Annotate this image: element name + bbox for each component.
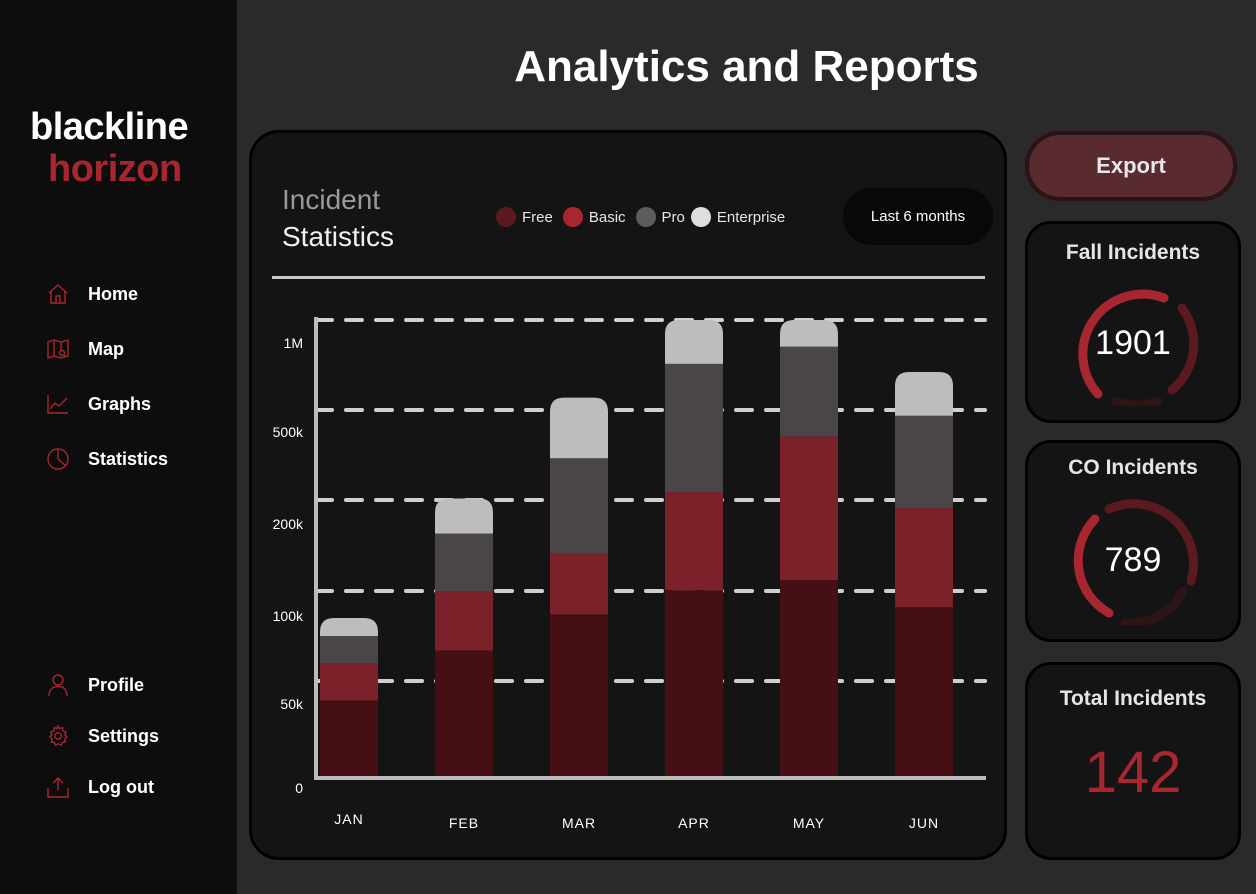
bar-segment-basic-mar <box>550 553 608 615</box>
chart-title-line-2: Statistics <box>282 221 395 252</box>
nav-label-settings: Settings <box>88 725 160 746</box>
bar-segment-pro-jun <box>895 415 953 509</box>
x-tick-label: JAN <box>334 811 363 827</box>
y-tick-label: 200k <box>273 516 304 532</box>
incident-chart-card: Incident Statistics Free Basic Pro Enter… <box>249 130 1007 860</box>
bar-segment-pro-jan <box>320 636 378 663</box>
fall-incidents-title: Fall Incidents <box>1065 241 1201 264</box>
total-incidents-value: 142 <box>1084 740 1182 805</box>
x-tick-label: MAR <box>562 815 596 831</box>
bar-segment-free-may <box>780 580 838 778</box>
bar-segment-enterprise-mar <box>550 397 608 459</box>
co-incidents-ring <box>1073 499 1199 625</box>
legend-swatch-free <box>496 207 516 227</box>
y-tick-label: 0 <box>295 780 303 796</box>
chart-title-line-1: Incident <box>282 184 381 215</box>
pie-chart-icon <box>47 448 69 470</box>
nav-label-graphs: Graphs <box>88 393 152 414</box>
home-icon <box>48 284 68 304</box>
legend-swatch-enterprise <box>690 207 711 227</box>
bar-segment-enterprise-jun <box>895 372 953 416</box>
bar-segment-enterprise-may <box>780 320 838 347</box>
export-button[interactable]: Export <box>1025 131 1237 201</box>
co-incidents-title: CO Incidents <box>1068 456 1198 479</box>
bar-segment-pro-apr <box>665 363 723 493</box>
legend-swatch-basic <box>562 207 583 227</box>
bar-segment-enterprise-feb <box>435 498 493 534</box>
sidebar: blackline horizon Home Map Graphs Statis… <box>0 0 237 894</box>
co-incidents-value: 789 <box>1104 541 1162 579</box>
map-icon <box>47 339 69 359</box>
legend-swatch-pro <box>635 207 656 227</box>
legend-item-free: Free <box>496 207 553 227</box>
bar-segment-free-jan <box>320 700 378 778</box>
nav-item-graphs[interactable]: Graphs <box>46 390 151 418</box>
bar-segment-free-apr <box>665 590 723 778</box>
bar-segment-enterprise-jan <box>320 618 378 636</box>
nav-item-statistics[interactable]: Statistics <box>46 445 168 473</box>
nav-label-statistics: Statistics <box>88 448 169 469</box>
y-tick-label: 500k <box>273 424 304 440</box>
legend-item-pro: Pro <box>635 207 685 227</box>
line-chart-icon <box>47 395 68 414</box>
total-incidents-card: Total Incidents 142 <box>1025 662 1241 860</box>
legend-label-pro: Pro <box>661 208 685 226</box>
brand-line-1: blackline <box>30 106 189 148</box>
brand-logo: blackline horizon <box>30 106 189 190</box>
fall-incidents-ring <box>1078 289 1199 406</box>
nav-label-profile: Profile <box>88 674 145 695</box>
bar-segment-basic-jun <box>895 508 953 608</box>
nav-label-logout: Log out <box>88 776 154 797</box>
date-range-button[interactable]: Last 6 months <box>843 188 993 245</box>
bar-segment-basic-may <box>780 436 838 581</box>
nav-label-home: Home <box>88 283 139 304</box>
nav-item-map[interactable]: Map <box>46 335 124 363</box>
legend-label-basic: Basic <box>588 208 626 226</box>
x-tick-label: APR <box>678 815 710 831</box>
nav-item-home[interactable]: Home <box>46 280 138 308</box>
nav-label-map: Map <box>88 338 124 359</box>
nav-item-settings[interactable]: Settings <box>46 722 159 750</box>
bar-segment-enterprise-apr <box>665 320 723 364</box>
page-title: Analytics and Reports <box>514 42 979 91</box>
bar-segment-basic-feb <box>435 591 493 651</box>
user-icon <box>48 674 68 697</box>
legend-label-enterprise: Enterprise <box>716 208 786 226</box>
bar-segment-pro-mar <box>550 458 608 554</box>
x-tick-label: JUN <box>909 815 939 831</box>
total-incidents-title: Total Incidents <box>1059 687 1207 710</box>
gear-icon <box>48 724 69 747</box>
co-incidents-card: CO Incidents 789 <box>1025 440 1241 642</box>
y-tick-label: 50k <box>280 696 304 712</box>
y-tick-label: 1M <box>284 335 303 351</box>
chart-legend: Free Basic Pro Enterprise <box>496 207 795 227</box>
bar-segment-basic-jan <box>320 663 378 701</box>
bar-segment-free-feb <box>435 650 493 778</box>
chart-title: Incident Statistics <box>282 181 394 255</box>
bar-segment-free-jun <box>895 607 953 778</box>
legend-label-free: Free <box>522 208 553 226</box>
nav-item-logout[interactable]: Log out <box>46 773 154 801</box>
brand-line-2: horizon <box>48 148 182 190</box>
bar-segment-free-mar <box>550 614 608 778</box>
fall-incidents-value: 1901 <box>1095 324 1171 362</box>
chart-divider <box>272 276 985 279</box>
x-tick-label: MAY <box>793 815 825 831</box>
bar-segment-basic-apr <box>665 492 723 591</box>
bar-segment-pro-feb <box>435 533 493 591</box>
legend-item-enterprise: Enterprise <box>690 207 786 227</box>
y-tick-label: 100k <box>273 608 304 624</box>
x-tick-label: FEB <box>449 815 479 831</box>
nav-item-profile[interactable]: Profile <box>46 671 144 699</box>
stacked-bar-chart: JAN FEB MAR APR MAY JUN 0 50k 100k 200k 500k 1M <box>273 317 987 831</box>
legend-item-basic: Basic <box>562 207 626 227</box>
fall-incidents-card: Fall Incidents 1901 <box>1025 221 1241 423</box>
bar-segment-pro-may <box>780 346 838 437</box>
logout-icon <box>47 777 69 798</box>
